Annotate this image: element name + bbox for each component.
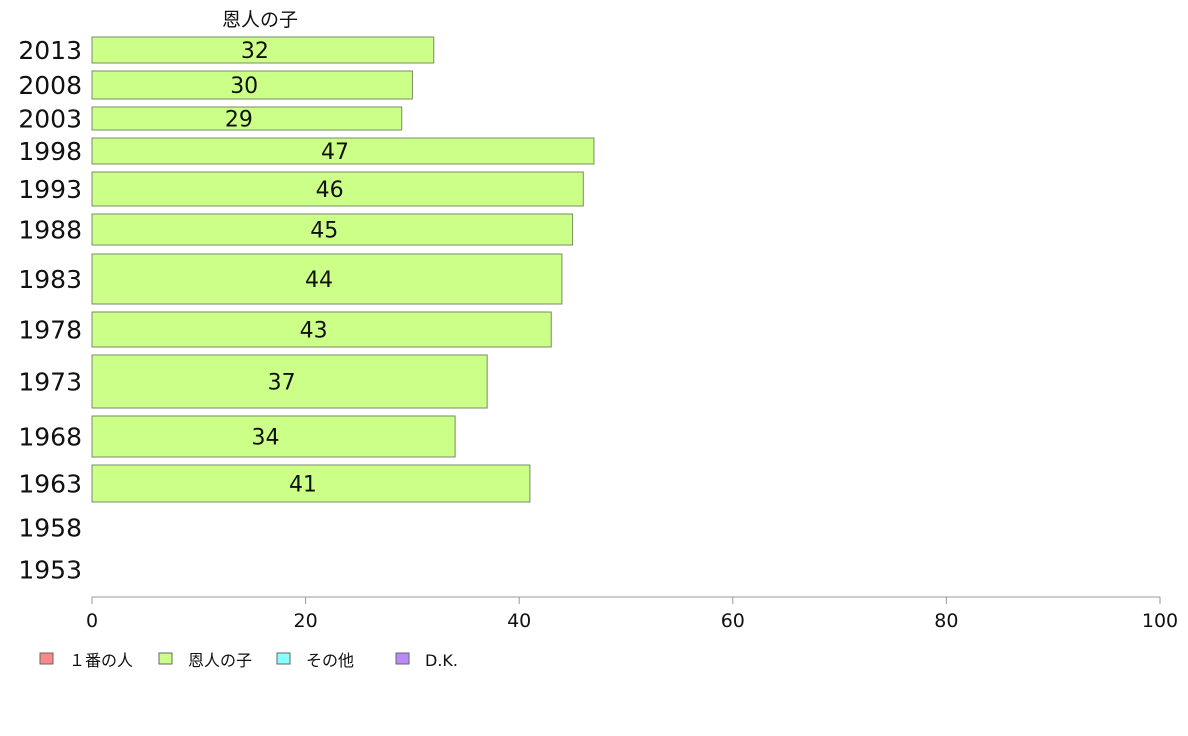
legend-label: D.K. [425,651,458,670]
year-label: 2008 [18,71,82,100]
x-axis: 0 20 40 60 80 100 [86,596,1178,632]
bar [91,354,488,409]
x-tick-label: 40 [507,610,531,632]
year-label: 1968 [18,423,82,452]
x-tick-label: 100 [1142,610,1178,632]
year-label: 1998 [18,137,82,166]
year-label: 1973 [18,368,82,397]
year-label: 1983 [18,265,82,294]
data-label: 46 [316,178,344,203]
bar [91,415,456,458]
data-label: 43 [300,319,328,344]
year-label: 1978 [18,316,82,345]
bar [91,137,595,165]
bar [91,464,531,503]
year-label: 1958 [18,514,82,543]
year-label: 1953 [18,556,82,585]
year-label: 1963 [18,470,82,499]
bar [91,36,435,64]
data-label: 34 [252,426,280,451]
data-label: 32 [241,39,269,64]
legend: １番の人 恩人の子 その他 D.K. [39,651,458,670]
x-tick-label: 20 [294,610,318,632]
data-label: 37 [268,371,296,396]
bar [91,253,563,305]
bar [91,311,552,348]
bar [91,106,403,131]
year-label: 1993 [18,175,82,204]
data-label: 30 [230,74,258,99]
x-tick-label: 0 [86,610,98,632]
legend-label: １番の人 [69,651,133,670]
year-label: 2003 [18,105,82,134]
legend-swatch [158,652,173,665]
legend-swatch [395,652,410,665]
year-label: 1988 [18,216,82,245]
bar [91,213,574,246]
year-label: 2013 [18,36,82,65]
data-label: 47 [321,140,349,165]
legend-label: その他 [306,651,354,670]
x-tick-label: 60 [721,610,745,632]
data-label: 29 [225,108,253,133]
data-label: 45 [310,219,338,244]
bar [91,70,413,100]
legend-swatch [276,652,291,665]
data-label: 41 [289,473,317,498]
bar [91,171,584,207]
series-title: 恩人の子 [222,9,298,31]
legend-swatch [39,652,54,665]
data-label: 44 [305,268,333,293]
legend-label: 恩人の子 [188,651,252,670]
bar-rows: 2013 32 2008 30 2003 29 1998 47 1993 46 1988 45 1983… [18,36,595,585]
x-tick-label: 80 [934,610,958,632]
